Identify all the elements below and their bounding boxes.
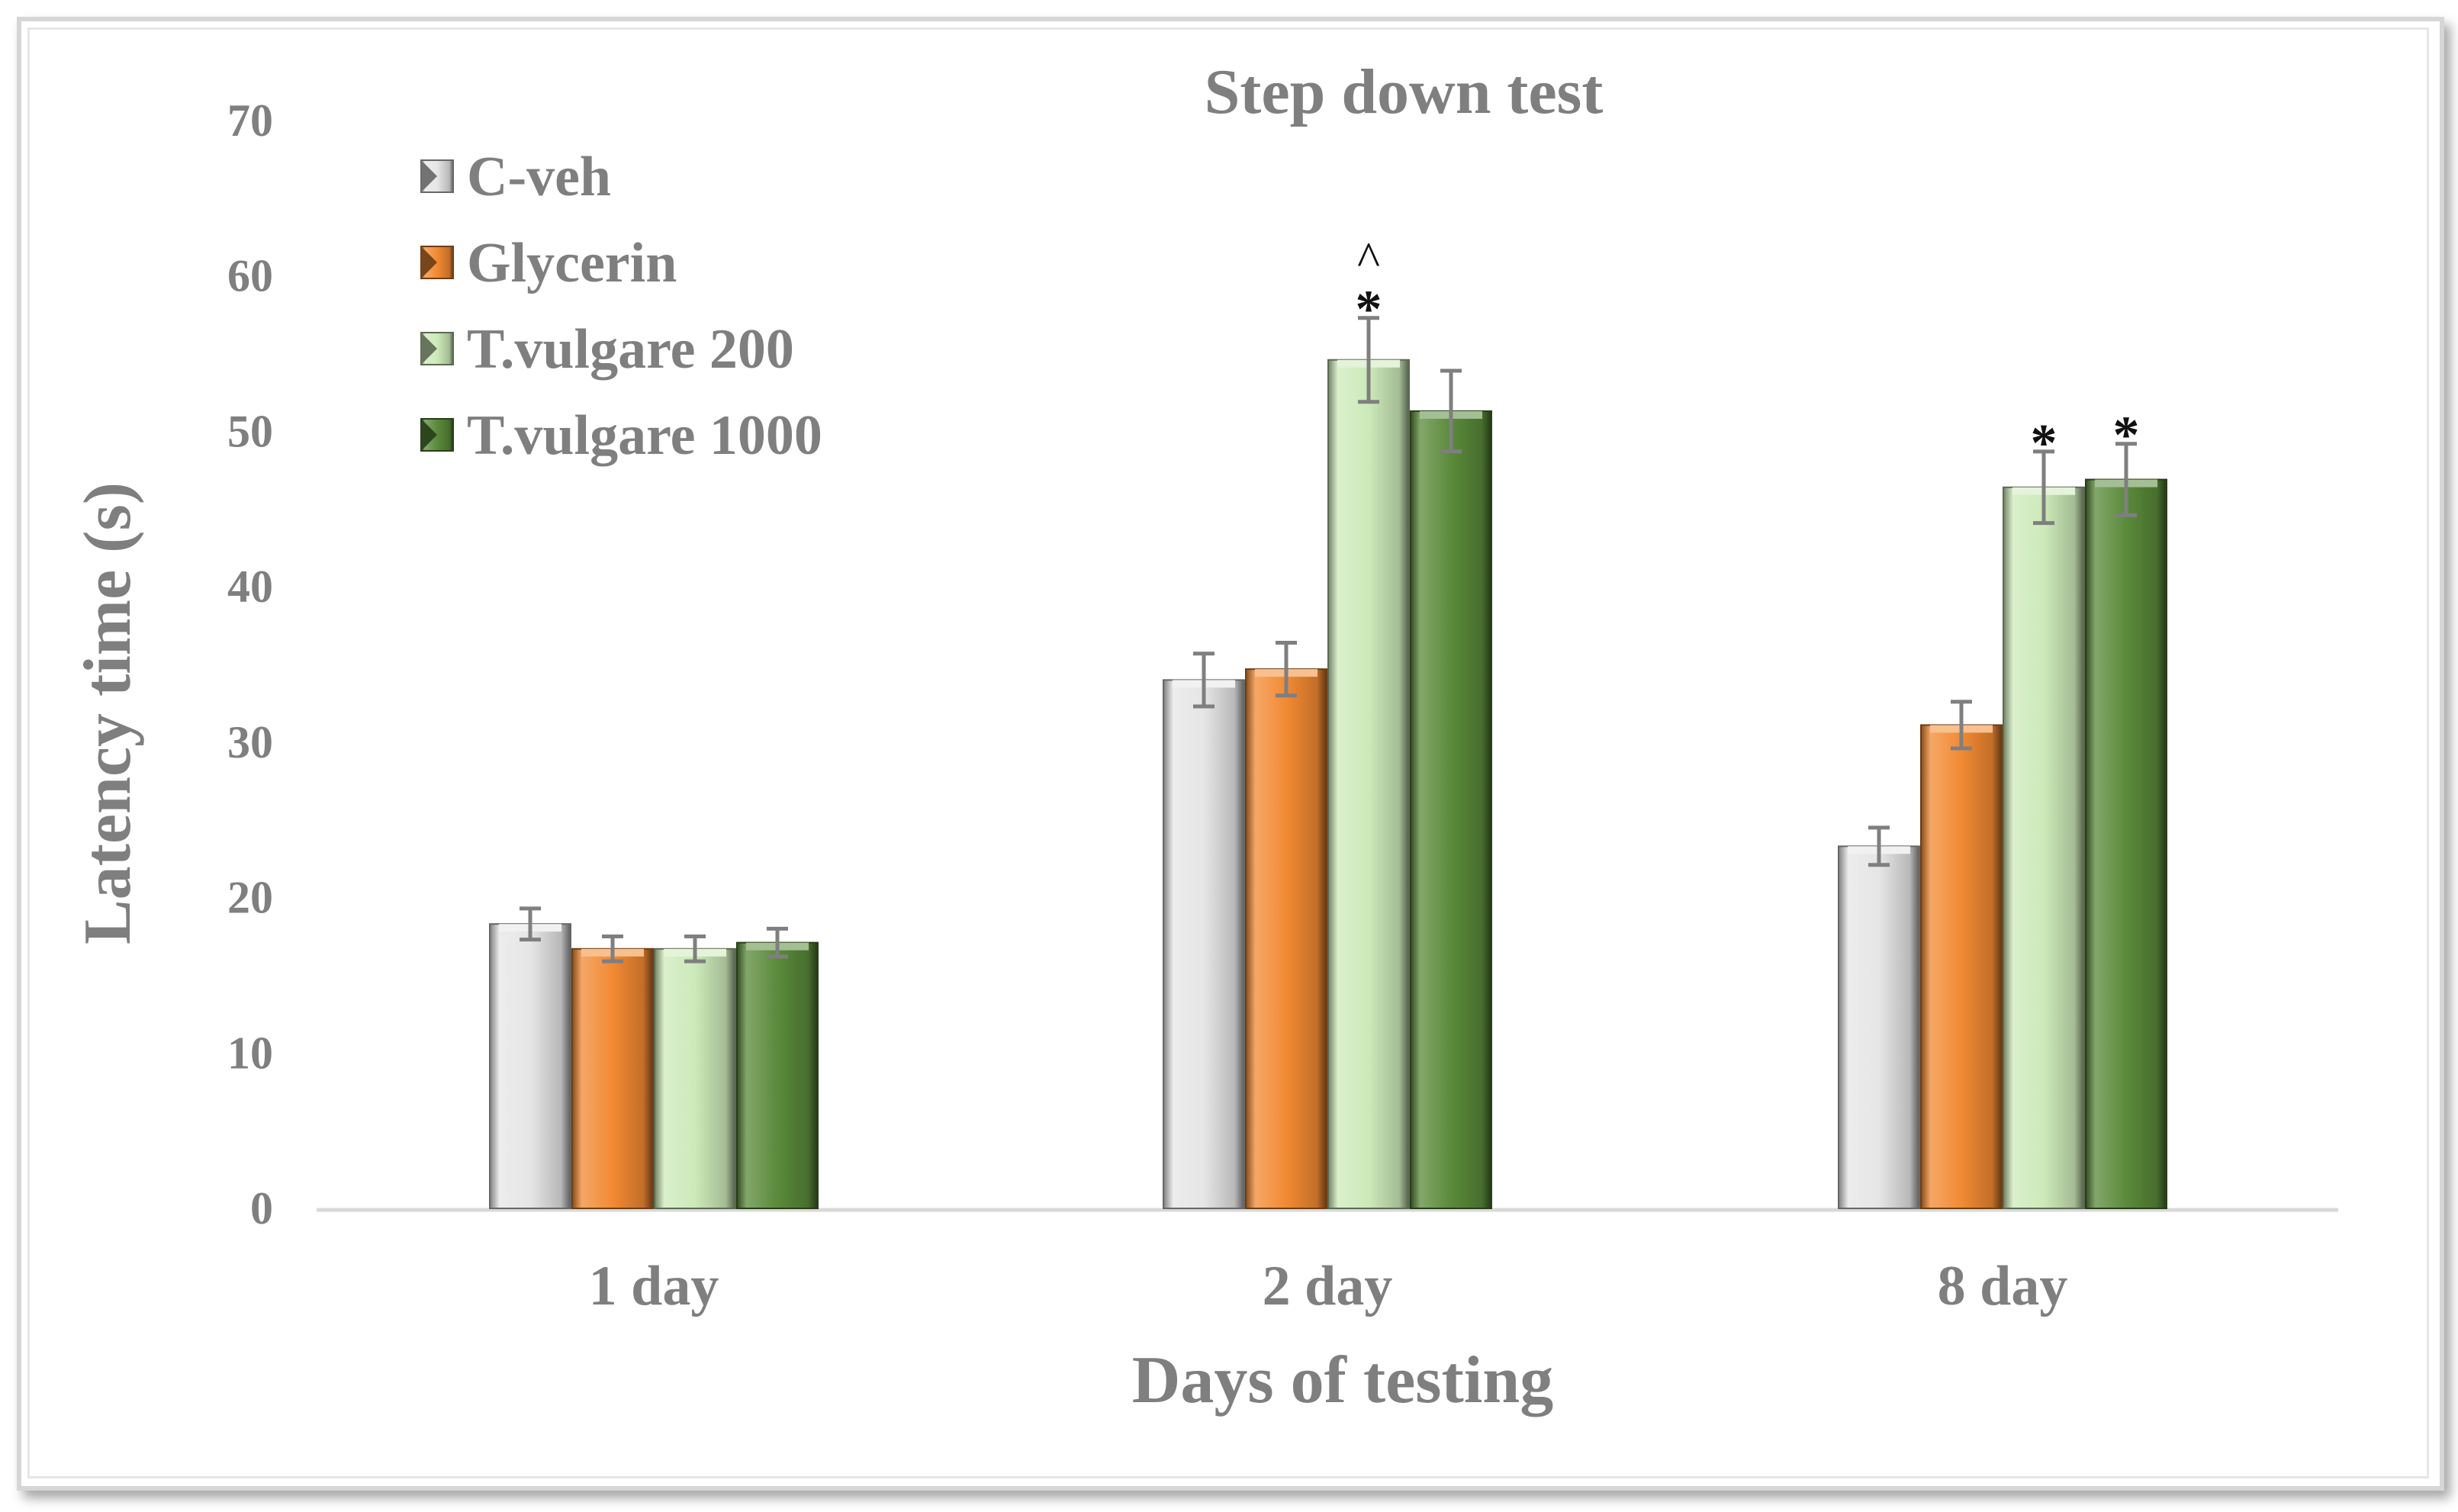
error-bar [1868, 825, 1890, 867]
error-bar [1193, 651, 1215, 709]
bar-body [1920, 724, 2003, 1209]
legend-item: C-veh [420, 146, 611, 208]
error-bar [767, 926, 788, 959]
chart-title: Step down test [1205, 56, 1604, 127]
bar [1920, 724, 2003, 1209]
error-bar [520, 906, 541, 942]
bar-body [654, 947, 736, 1209]
y-tick-label: 10 [227, 1028, 273, 1078]
y-axis-title: Latency time (s) [71, 482, 145, 944]
y-tick-label: 0 [250, 1183, 273, 1234]
legend-item: T.vulgare 1000 [420, 404, 822, 467]
bar-body [2085, 478, 2167, 1209]
x-category-label: 1 day [589, 1255, 719, 1317]
asterisk-mark: * [1356, 281, 1382, 339]
legend-swatch-bevel [421, 246, 437, 278]
legend-swatch-bevel [421, 333, 437, 365]
legend: C-veh Glycerin T.vulgare 200 T.vulgare 1000 [420, 146, 822, 467]
x-category-label: 8 day [1938, 1255, 2068, 1317]
error-bar [2033, 449, 2054, 526]
bar [736, 941, 819, 1209]
bar-body [1410, 410, 1492, 1210]
bar-body [1327, 359, 1410, 1210]
error-bar [1276, 640, 1297, 698]
error-bar [2115, 442, 2137, 517]
significance-marks: *^* * [1356, 232, 2140, 473]
x-category-label: 2 day [1263, 1255, 1393, 1317]
bar [2003, 486, 2085, 1209]
bar-body [2003, 486, 2085, 1209]
error-bar [1951, 700, 1972, 751]
bar-body [736, 941, 819, 1209]
error-bars [520, 316, 2137, 963]
y-tick-label: 50 [227, 406, 273, 456]
legend-label: Glycerin [467, 232, 677, 294]
bar-body [1838, 845, 1920, 1209]
bar-body [489, 923, 571, 1210]
bar [571, 947, 654, 1209]
bar [489, 923, 571, 1210]
y-tick-label: 40 [227, 561, 273, 612]
asterisk-mark: * [2113, 407, 2140, 465]
error-bar [1440, 368, 1462, 454]
bar-body [1163, 679, 1245, 1209]
caret-mark: ^ [1357, 232, 1380, 286]
legend-label: T.vulgare 200 [467, 318, 794, 381]
error-bar [684, 935, 706, 963]
bar [1245, 668, 1327, 1209]
x-axis-categories: 1 day 2 day 8 day [589, 1255, 2068, 1317]
legend-swatch-bevel [421, 160, 437, 192]
asterisk-mark: * [2031, 414, 2057, 473]
legend-item: T.vulgare 200 [420, 318, 794, 381]
legend-label: C-veh [467, 146, 611, 208]
bar [1327, 359, 1410, 1210]
y-tick-label: 20 [227, 873, 273, 923]
bar [654, 947, 736, 1209]
bar [2085, 478, 2167, 1209]
y-tick-label: 30 [227, 717, 273, 767]
error-bar [602, 935, 623, 963]
y-axis-ticks: 0 10 20 30 40 50 60 70 [227, 95, 273, 1234]
legend-item: Glycerin [420, 232, 677, 294]
bar [1410, 410, 1492, 1210]
bars [489, 359, 2167, 1210]
legend-label: T.vulgare 1000 [467, 404, 822, 467]
y-tick-label: 60 [227, 251, 273, 301]
x-axis-title: Days of testing [1132, 1343, 1553, 1417]
bar-body [571, 947, 654, 1209]
bar-body [1245, 668, 1327, 1209]
legend-swatch-bevel [421, 419, 437, 451]
y-tick-label: 70 [227, 95, 273, 146]
bar [1163, 679, 1245, 1209]
chart-inner-border [27, 27, 2429, 1478]
bar [1838, 845, 1920, 1209]
error-bar [1358, 316, 1379, 404]
